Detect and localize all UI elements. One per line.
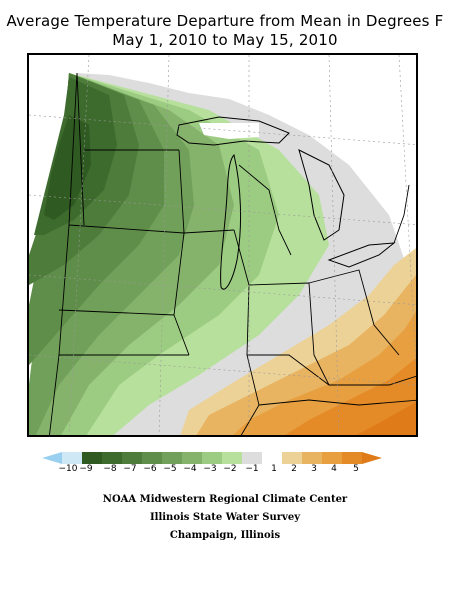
legend-arrow-cold: [42, 452, 62, 464]
legend-label-minus-8: −8: [103, 464, 117, 474]
lake-michigan: [220, 154, 242, 290]
legend-label-minus-1: −1: [245, 464, 259, 474]
legend-swatch-minus-2: [222, 452, 242, 464]
map-title: Average Temperature Departure from Mean …: [6, 12, 444, 30]
legend-bar: [42, 452, 382, 464]
band-plus-5: [356, 402, 416, 435]
legend-swatch-minus-1: [242, 452, 262, 464]
legend-swatch-minus-3: [202, 452, 222, 464]
legend-label-plus-5: 5: [353, 464, 359, 474]
legend-swatch-minus-6: [142, 452, 162, 464]
legend-label-minus-7: −7: [123, 464, 137, 474]
legend-label-minus-4: −4: [183, 464, 197, 474]
legend-label-minus-5: −5: [163, 464, 177, 474]
credit-location: Champaign, Illinois: [169, 530, 281, 541]
legend-label-minus-9: −9: [79, 464, 93, 474]
temperature-departure-map: [29, 55, 416, 435]
legend-label-minus-2: −2: [223, 464, 237, 474]
legend-swatch-minus-7: [122, 452, 142, 464]
legend-swatch-plus-1: [262, 452, 282, 464]
credit-center: NOAA Midwestern Regional Climate Center: [102, 494, 348, 505]
legend-swatch-minus-10: [62, 452, 82, 464]
legend-swatch-plus-3: [302, 452, 322, 464]
legend-swatch-plus-4: [322, 452, 342, 464]
credit-survey: Illinois State Water Survey: [149, 512, 301, 523]
legend-label-minus-6: −6: [143, 464, 157, 474]
legend-swatch-plus-2: [282, 452, 302, 464]
band-plus-4: [285, 358, 416, 435]
legend-label-plus-2: 2: [291, 464, 297, 474]
legend-swatch-minus-4: [182, 452, 202, 464]
color-scale-legend: −10 −9 −8 −7 −6 −5 −4 −3 −2 −1 1 2 3 4 5: [42, 452, 408, 480]
state-boundaries: [49, 72, 416, 435]
lake-huron: [298, 149, 345, 241]
map-date-range: May 1, 2010 to May 15, 2010: [112, 31, 338, 49]
legend-label-plus-1: 1: [271, 464, 277, 474]
map-panel: [27, 53, 418, 437]
graticule: [29, 55, 416, 435]
legend-arrow-warm: [362, 452, 382, 464]
legend-label-minus-3: −3: [203, 464, 217, 474]
lake-superior: [176, 116, 290, 146]
legend-label-minus-10: −10: [58, 464, 78, 474]
legend-swatch-minus-5: [162, 452, 182, 464]
legend-label-plus-4: 4: [331, 464, 337, 474]
band-minus-9: [44, 115, 91, 220]
legend-swatch-minus-8: [102, 452, 122, 464]
legend-swatch-minus-9: [82, 452, 102, 464]
no-data-area: [199, 123, 259, 139]
legend-swatch-plus-5: [342, 452, 362, 464]
legend-label-plus-3: 3: [311, 464, 317, 474]
lake-erie: [327, 242, 396, 268]
